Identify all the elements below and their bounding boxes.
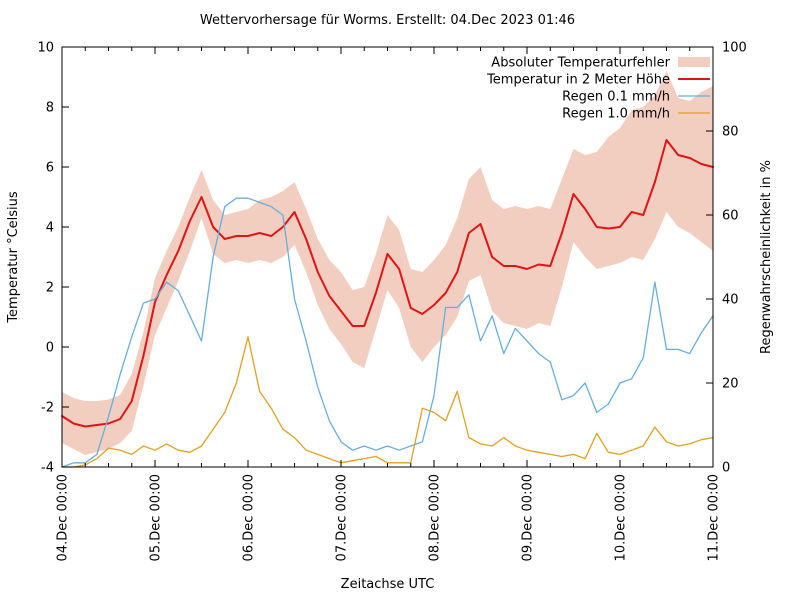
y-axis-title-right: Regenwahrscheinlichkeit in %	[759, 160, 774, 354]
x-tick-label: 11.Dec 00:00	[707, 474, 722, 561]
legend-label: Regen 1.0 mm/h	[562, 107, 670, 122]
y-tick-label-right: 100	[722, 41, 747, 56]
y-tick-label-right: 0	[722, 461, 730, 476]
y-axis-title-left: Temperatur °Celsius	[6, 191, 21, 324]
error-band-area	[62, 71, 713, 455]
y-tick-label-left: 0	[46, 341, 54, 356]
x-tick-label: 05.Dec 00:00	[149, 474, 164, 561]
legend-label: Temperatur in 2 Meter Höhe	[486, 73, 670, 88]
y-tick-label-right: 20	[722, 377, 739, 392]
y-tick-label-left: -4	[41, 461, 54, 476]
y-tick-label-right: 60	[722, 209, 739, 224]
legend-swatch-band	[678, 57, 710, 67]
y-tick-label-right: 80	[722, 125, 739, 140]
y-tick-label-left: -2	[41, 401, 54, 416]
y-tick-label-left: 4	[46, 221, 54, 236]
chart-title: Wettervorhersage für Worms. Erstellt: 04…	[200, 13, 575, 28]
x-tick-label: 08.Dec 00:00	[428, 474, 443, 561]
y-tick-label-left: 10	[37, 41, 54, 56]
rain-01-line	[61, 197, 714, 468]
y-tick-label-right: 40	[722, 293, 739, 308]
y-tick-label-left: 8	[46, 101, 54, 116]
rain-10-line	[61, 336, 714, 468]
x-tick-label: 04.Dec 00:00	[56, 474, 71, 561]
temperature-line	[61, 139, 714, 428]
x-tick-label: 06.Dec 00:00	[242, 474, 257, 561]
y-tick-label-left: 6	[46, 161, 54, 176]
legend-label: Absoluter Temperaturfehler	[491, 56, 670, 71]
x-tick-label: 10.Dec 00:00	[614, 474, 629, 561]
x-axis-title: Zeitachse UTC	[341, 577, 435, 592]
y-tick-label-left: 2	[46, 281, 54, 296]
legend-label: Regen 0.1 mm/h	[562, 90, 670, 105]
x-tick-label: 09.Dec 00:00	[521, 474, 536, 561]
x-tick-label: 07.Dec 00:00	[335, 474, 350, 561]
